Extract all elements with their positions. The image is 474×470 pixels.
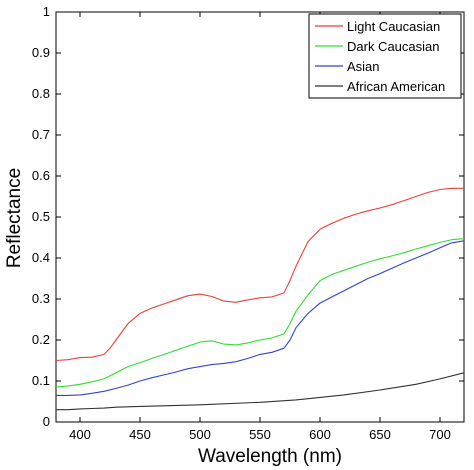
series-line-african-american bbox=[56, 372, 465, 411]
x-tick-label: 650 bbox=[369, 427, 391, 442]
y-axis-label: Reflectance bbox=[4, 168, 25, 268]
legend-box bbox=[308, 13, 462, 99]
x-tick-label: 450 bbox=[129, 427, 151, 442]
x-tick-label: 550 bbox=[249, 427, 271, 442]
legend-label: Asian bbox=[347, 59, 380, 74]
y-tick-label: 0 bbox=[43, 414, 50, 429]
x-tick-label: 500 bbox=[189, 427, 211, 442]
y-tick-label: 1 bbox=[43, 4, 50, 19]
series-line-light-caucasian bbox=[55, 187, 464, 362]
y-tick-label: 0.3 bbox=[32, 291, 50, 306]
y-tick-label: 0.6 bbox=[32, 168, 50, 183]
x-tick-label: 400 bbox=[69, 427, 91, 442]
y-tick-label: 0.9 bbox=[32, 45, 50, 60]
y-tick-label: 0.1 bbox=[32, 373, 50, 388]
y-tick-label: 0.2 bbox=[32, 332, 50, 347]
y-tick-label: 0.8 bbox=[32, 86, 50, 101]
series-line-dark-caucasian bbox=[55, 238, 465, 388]
x-axis-label: Wavelength (nm) bbox=[198, 446, 342, 467]
y-tick-label: 0.4 bbox=[32, 250, 50, 265]
legend-label: African American bbox=[347, 79, 445, 94]
x-tick-label: 600 bbox=[309, 427, 331, 442]
legend: Light Caucasian Dark Caucasian Asian Africa… bbox=[308, 13, 462, 99]
y-tick-label: 0.5 bbox=[32, 209, 50, 224]
legend-label: Dark Caucasian bbox=[347, 39, 440, 54]
x-tick-label: 700 bbox=[429, 427, 451, 442]
legend-label: Light Caucasian bbox=[347, 19, 440, 34]
y-tick-label: 0.7 bbox=[32, 127, 50, 142]
series-layer bbox=[55, 187, 465, 411]
series-line-asian bbox=[56, 240, 465, 396]
